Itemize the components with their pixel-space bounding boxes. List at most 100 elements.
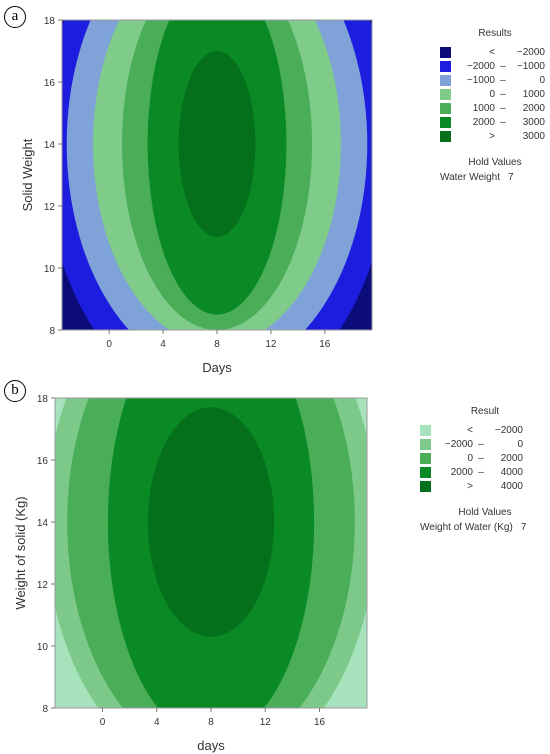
legend-swatch [440, 116, 451, 128]
y-tick-label: 16 [44, 78, 56, 89]
legend-range-high: 3000 [522, 116, 545, 128]
x-tick-label: 12 [260, 717, 272, 728]
legend-title: Results [478, 28, 512, 39]
legend-entry: −1000– 0 [440, 73, 550, 87]
legend-range-dash: – [500, 116, 506, 128]
hold-value-name: Water Weight [440, 172, 501, 183]
legend-range-high: −2000 [494, 424, 523, 436]
contour-regions [62, 20, 372, 330]
legend-entry: < −2000 [440, 45, 550, 59]
y-tick-label: 16 [37, 456, 49, 467]
hold-values-title: Hold Values [468, 157, 522, 168]
hold-value-number: 7 [520, 522, 527, 533]
x-tick-label: 0 [100, 717, 106, 728]
legend-entry: >3000 [440, 129, 550, 143]
hold-values-row: Weight of Water (Kg) 7 [420, 522, 550, 533]
y-tick-label: 14 [37, 518, 49, 529]
panel-label-b: b [4, 380, 26, 402]
x-axis-label: Days [202, 360, 232, 375]
contour-regions [55, 398, 367, 708]
legend-b: Result < −2000 −2000–0 0–2000 2000–4000 >4000 H… [420, 406, 550, 533]
panel-b: b 0 4 8 12 16 8 10 12 14 16 18 days Weight of solid … [0, 378, 550, 754]
y-tick-label: 12 [37, 580, 49, 591]
legend-range-high: 2000 [500, 452, 523, 464]
legend-range-low: −1000 [466, 74, 495, 86]
x-tick-label: 0 [106, 339, 112, 350]
hold-value-number: 7 [508, 172, 514, 183]
legend-range-low: 2000 [450, 466, 473, 478]
x-tick-label: 4 [160, 339, 166, 350]
legend-entry: 1000– 2000 [440, 101, 550, 115]
legend-range-low: < [467, 424, 473, 436]
legend-range-dash: – [478, 466, 484, 478]
legend-range-low: > [467, 480, 473, 492]
contour-plot-a: 0 4 8 12 16 8 10 12 14 16 18 Days Solid Weight [20, 16, 373, 375]
legend-swatch [440, 60, 451, 72]
contour-region-4 [147, 407, 275, 637]
legend-range-dash: – [500, 74, 506, 86]
x-tick-label: 16 [314, 717, 326, 728]
y-tick-label: 14 [44, 140, 56, 151]
legend-swatch [420, 452, 431, 464]
panel-label-a: a [4, 6, 26, 28]
legend-range-high: 1000 [522, 88, 545, 100]
x-tick-label: 4 [154, 717, 160, 728]
legend-range-dash: – [478, 438, 484, 450]
legend-range-high: 4000 [500, 466, 523, 478]
contour-plot-b: 0 4 8 12 16 8 10 12 14 16 18 days Weight of solid (K… [13, 394, 368, 753]
legend-range-low: 2000 [472, 116, 495, 128]
legend-range-high: 0 [517, 438, 523, 450]
legend-title: Result [470, 406, 500, 417]
x-tick-label: 8 [208, 717, 214, 728]
y-axis-label: Solid Weight [20, 138, 35, 211]
y-tick-label: 18 [44, 16, 56, 27]
legend-entry: 0– 2000 [420, 451, 550, 465]
legend-range-low: > [489, 130, 495, 142]
legend-range-high: −1000 [516, 60, 545, 72]
legend-range-dash: – [500, 102, 506, 114]
legend-swatch [420, 424, 431, 436]
legend-range-dash: – [500, 88, 506, 100]
legend-range-low: 0 [489, 88, 495, 100]
legend-a: Results < −2000 −2000– −1000 −1000–0 0–1000 100… [440, 28, 550, 183]
legend-entry: −2000– 0 [420, 437, 550, 451]
legend-swatch [420, 438, 431, 450]
legend-entry: 0– 1000 [440, 87, 550, 101]
legend-range-low: < [489, 46, 495, 58]
contour-region-6 [178, 51, 256, 237]
legend-swatch [440, 130, 451, 142]
y-axis-label: Weight of solid (Kg) [13, 496, 28, 609]
x-tick-label: 16 [319, 339, 331, 350]
panel-a: a 0 4 8 12 16 8 10 12 14 16 18 Days Solid Weight Res… [4, 6, 550, 375]
legend-swatch [440, 102, 451, 114]
legend-entry: >4000 [420, 479, 550, 493]
y-tick-label: 18 [37, 394, 49, 405]
hold-values-row: Water Weight 7 [440, 172, 550, 183]
x-tick-label: 8 [214, 339, 220, 350]
legend-entry: 2000– 4000 [420, 465, 550, 479]
legend-range-high: −2000 [516, 46, 545, 58]
x-axis-label: days [197, 738, 225, 753]
y-tick-label: 8 [49, 326, 55, 337]
hold-value-name: Weight of Water (Kg) [420, 522, 513, 533]
legend-entry: 2000– 3000 [440, 115, 550, 129]
legend-swatch [440, 46, 451, 58]
y-tick-label: 10 [37, 642, 49, 653]
legend-range-high: 0 [539, 74, 545, 86]
legend-swatch [420, 480, 431, 492]
legend-range-high: 4000 [500, 480, 523, 492]
legend-entry: −2000– −1000 [440, 59, 550, 73]
legend-swatch [420, 466, 431, 478]
legend-range-high: 3000 [522, 130, 545, 142]
legend-range-low: −2000 [444, 438, 473, 450]
y-tick-label: 8 [42, 704, 48, 715]
legend-range-low: 1000 [472, 102, 495, 114]
legend-entry: < −2000 [420, 423, 550, 437]
hold-values-title: Hold Values [458, 507, 512, 518]
legend-range-dash: – [500, 60, 506, 72]
y-tick-label: 10 [44, 264, 56, 275]
legend-swatch [440, 74, 451, 86]
legend-range-low: 0 [467, 452, 473, 464]
legend-range-dash: – [478, 452, 484, 464]
y-tick-label: 12 [44, 202, 56, 213]
